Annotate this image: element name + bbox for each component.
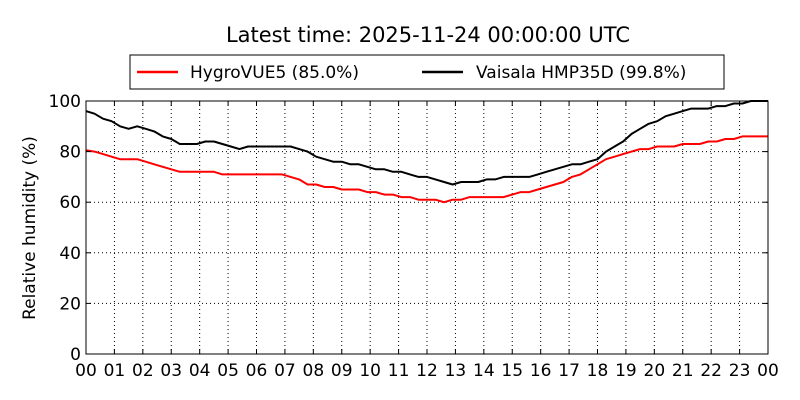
x-tick-label: 22	[700, 361, 722, 381]
gridlines	[86, 101, 768, 354]
x-tick-label: 17	[558, 361, 580, 381]
x-tick-label: 15	[501, 361, 523, 381]
x-tick-label: 03	[160, 361, 182, 381]
y-tick-label: 0	[70, 345, 81, 365]
x-tick-label: 14	[473, 361, 495, 381]
x-tick-label: 19	[615, 361, 637, 381]
y-axis-label: Relative humidity (%)	[20, 136, 40, 320]
x-tick-label: 20	[644, 361, 666, 381]
x-tick-label: 09	[331, 361, 353, 381]
legend-label-hygrovue5: HygroVUE5 (85.0%)	[190, 63, 359, 83]
y-tick-label: 60	[59, 193, 81, 213]
x-tick-label: 10	[359, 361, 381, 381]
x-tick-label: 01	[104, 361, 126, 381]
x-tick-label: 23	[729, 361, 751, 381]
legend: HygroVUE5 (85.0%) Vaisala HMP35D (99.8%)	[129, 54, 725, 90]
x-tick-label: 07	[274, 361, 296, 381]
legend-label-vaisala: Vaisala HMP35D (99.8%)	[476, 63, 686, 83]
x-tick-label: 16	[530, 361, 552, 381]
x-tick-label: 12	[416, 361, 438, 381]
y-tick-label: 80	[59, 143, 81, 163]
x-tick-label: 18	[587, 361, 609, 381]
x-tick-label: 00	[75, 361, 97, 381]
x-tick-label: 04	[189, 361, 211, 381]
chart-title: Latest time: 2025-11-24 00:00:00 UTC	[226, 23, 630, 47]
y-tick-label: 20	[59, 294, 81, 314]
x-tick-label: 13	[445, 361, 467, 381]
x-tick-label: 00	[757, 361, 779, 381]
x-tick-label: 06	[246, 361, 268, 381]
x-tick-label: 21	[672, 361, 694, 381]
series-line-vaisala	[86, 100, 768, 186]
x-tick-label: 02	[132, 361, 154, 381]
x-axis-ticks: 00 01 02 03 04 05 06 07 08 09 10 11 12 13 14 15 16 17 18 19…	[75, 101, 779, 381]
x-tick-label: 08	[303, 361, 325, 381]
y-tick-label: 100	[49, 92, 81, 112]
series-lines	[86, 100, 768, 204]
x-tick-label: 11	[388, 361, 410, 381]
y-axis-ticks: 0 20 40 60 80 100	[49, 92, 768, 365]
x-tick-label: 05	[217, 361, 239, 381]
y-tick-label: 40	[59, 244, 81, 264]
series-line-hygrovue5	[86, 135, 768, 204]
plot-frame	[85, 100, 769, 355]
